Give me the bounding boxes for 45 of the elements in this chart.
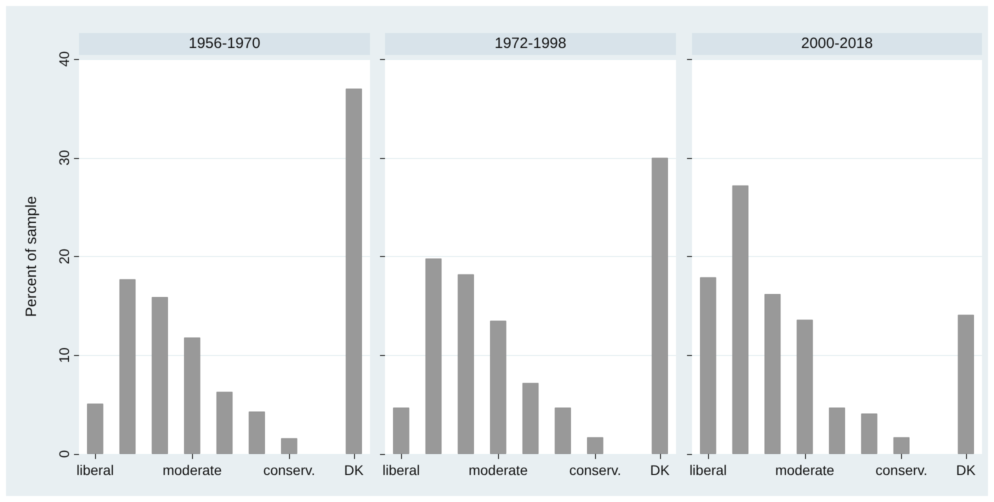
bar xyxy=(458,274,474,454)
bar xyxy=(119,279,136,454)
x-tick-label: DK xyxy=(650,462,670,478)
bar xyxy=(393,408,410,454)
y-tick-label: 10 xyxy=(56,347,72,364)
bar xyxy=(216,392,233,454)
bar xyxy=(652,158,668,454)
y-tick-label: 30 xyxy=(56,150,72,166)
chart-title: 2000-2018 xyxy=(692,33,982,55)
bar xyxy=(796,320,813,454)
bar xyxy=(554,408,571,454)
chart-title: 1972-1998 xyxy=(385,33,676,55)
bar xyxy=(281,438,298,454)
y-axis-title: Percent of sample xyxy=(23,196,40,317)
x-tick-label: moderate xyxy=(162,462,222,478)
x-tick-label: conserv. xyxy=(569,462,622,478)
x-tick-label: liberal xyxy=(76,462,114,478)
bar xyxy=(522,382,539,454)
x-tick-label: conserv. xyxy=(876,462,928,478)
bar xyxy=(248,412,265,454)
x-tick-label: moderate xyxy=(468,462,528,478)
y-tick-label: 40 xyxy=(56,51,72,67)
bar xyxy=(346,88,362,454)
bar xyxy=(152,296,168,454)
bar xyxy=(732,185,748,454)
x-tick-label: conserv. xyxy=(263,462,316,478)
bar xyxy=(893,437,910,454)
bar xyxy=(764,294,781,454)
x-tick-label: DK xyxy=(956,462,976,478)
bar xyxy=(861,414,878,454)
x-tick-label: liberal xyxy=(382,462,420,478)
x-tick-label: liberal xyxy=(689,462,727,478)
x-tick-label: DK xyxy=(344,462,364,478)
bar xyxy=(828,408,846,454)
bar xyxy=(87,404,104,454)
x-tick-label: moderate xyxy=(775,462,835,478)
y-tick-label: 20 xyxy=(56,248,72,264)
bar xyxy=(184,337,200,454)
y-tick-label: 0 xyxy=(56,450,72,458)
bar xyxy=(587,437,604,454)
bar xyxy=(425,258,442,454)
bar xyxy=(490,320,506,454)
bar xyxy=(958,314,974,454)
chart-title: 1956-1970 xyxy=(79,33,370,55)
bar xyxy=(700,277,716,454)
